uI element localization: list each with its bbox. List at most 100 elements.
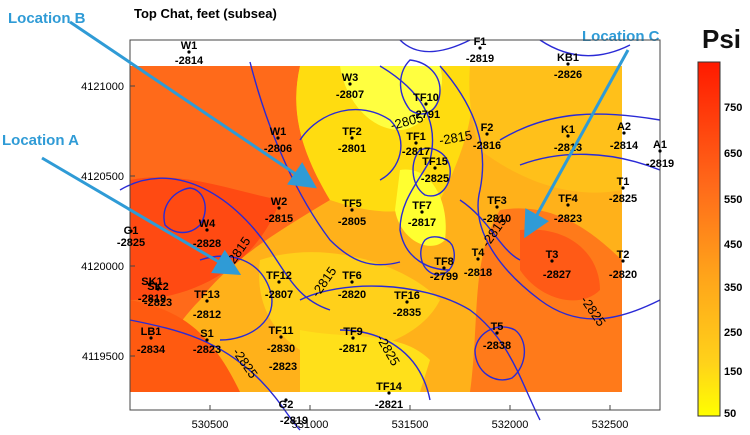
colorbar-tick-label: 450 [724, 239, 743, 251]
colorbar-unit-label: Psi [702, 24, 742, 54]
svg-text:TF16: TF16 [394, 290, 420, 302]
svg-text:TF14: TF14 [376, 381, 403, 393]
y-tick-label: 4121000 [81, 81, 124, 93]
well-marker: TF6 -2820 [338, 270, 366, 301]
well-marker: T5 -2838 [483, 321, 511, 352]
svg-text:-2807: -2807 [336, 89, 364, 101]
svg-text:-2835: -2835 [393, 307, 421, 319]
svg-text:W2: W2 [271, 196, 288, 208]
svg-text:-2817: -2817 [408, 217, 436, 229]
callout-location-c: Location C [582, 28, 660, 45]
svg-text:TF8: TF8 [434, 256, 454, 268]
well-marker: TF11 -2830 [267, 325, 295, 355]
callout-location-a: Location A [2, 132, 79, 149]
svg-text:-2812: -2812 [193, 309, 221, 321]
well-marker: TF5 -2805 [338, 198, 366, 228]
well-marker: W4 -2828 [193, 218, 221, 250]
well-marker: TF16 -2835 [393, 290, 421, 319]
map-title: Top Chat, feet (subsea) [134, 6, 277, 21]
svg-text:TF10: TF10 [413, 92, 439, 104]
svg-text:K1: K1 [561, 124, 575, 136]
well-marker: A1 -2819 [646, 139, 674, 170]
svg-text:TF7: TF7 [412, 200, 432, 212]
well-marker: T2 -2820 [609, 249, 637, 281]
y-tick-labels: 4121000 4120500 4120000 4119500 [81, 81, 124, 363]
well-marker: TF9 -2817 [339, 326, 367, 355]
svg-text:LB1: LB1 [141, 326, 162, 338]
svg-text:G1: G1 [124, 225, 139, 237]
svg-text:-2834: -2834 [137, 344, 166, 356]
svg-text:-2823: -2823 [144, 297, 172, 309]
svg-text:-2815: -2815 [265, 213, 293, 225]
pressure-fill [130, 66, 622, 392]
well-marker: T4 -2818 [464, 247, 492, 279]
svg-text:-2806: -2806 [264, 143, 292, 155]
svg-text:-2817: -2817 [339, 343, 367, 355]
well-marker: W1 -2806 [264, 126, 292, 155]
well-marker: SK2 -2823 [144, 281, 172, 309]
svg-text:W1: W1 [181, 40, 198, 52]
svg-text:TF9: TF9 [343, 326, 363, 338]
svg-text:G2: G2 [279, 399, 294, 411]
svg-text:T3: T3 [546, 249, 559, 261]
svg-text:TF1: TF1 [406, 131, 426, 143]
svg-text:-2817: -2817 [402, 146, 430, 158]
svg-text:-2828: -2828 [193, 238, 221, 250]
svg-text:TF2: TF2 [342, 126, 362, 138]
svg-text:-2801: -2801 [338, 143, 366, 155]
well-marker: TF15 -2825 [421, 156, 449, 185]
well-marker: F2 -2816 [473, 122, 501, 152]
svg-text:T4: T4 [472, 247, 486, 259]
svg-text:-2838: -2838 [483, 340, 511, 352]
x-tick-label: 532500 [592, 419, 629, 431]
svg-text:TF12: TF12 [266, 270, 292, 282]
well-marker: T3 -2827 [543, 249, 571, 281]
well-marker: G2 -2819 [279, 398, 308, 427]
svg-text:-2819: -2819 [466, 53, 494, 65]
svg-text:F1: F1 [474, 36, 487, 48]
well-marker: TF13 -2812 [193, 289, 221, 321]
well-marker: A2 -2814 [610, 121, 639, 152]
well-marker: TF12 -2807 [265, 270, 293, 301]
well-marker: W1 -2814 [175, 40, 204, 67]
well-marker: TF10 -2791 [412, 92, 440, 121]
svg-text:F2: F2 [481, 122, 494, 134]
well-marker: G1-2825 [117, 225, 145, 249]
svg-text:-2814: -2814 [175, 55, 204, 67]
depth-label: -2823 [269, 361, 297, 373]
svg-text:-2814: -2814 [610, 140, 639, 152]
well-marker: W2 -2815 [265, 196, 293, 225]
svg-text:T2: T2 [617, 249, 630, 261]
contour-lines [119, 39, 661, 431]
well-marker: W3 -2807 [336, 72, 364, 101]
colorbar-tick-label: 750 [724, 102, 743, 114]
well-marker: SK1 -2819 [138, 276, 166, 305]
colorbar-tick-label: 150 [724, 366, 743, 378]
x-tick-label: 531000 [292, 419, 329, 431]
svg-text:-2821: -2821 [375, 399, 403, 411]
well-marker: LB1 -2834 [137, 326, 166, 356]
well-labels: W1 -2814 F1 -2819 W3 -2807 KB1 -2826 TF10 -27… [117, 36, 674, 427]
svg-text:W1: W1 [270, 126, 287, 138]
svg-text:-2830: -2830 [267, 343, 295, 355]
callout-location-b: Location B [8, 10, 86, 27]
svg-text:T5: T5 [491, 321, 504, 333]
svg-text:-2823: -2823 [193, 344, 221, 356]
svg-text:W3: W3 [342, 72, 359, 84]
well-marker: TF7 -2817 [408, 200, 436, 229]
svg-text:-2810: -2810 [483, 213, 511, 225]
svg-text:-2818: -2818 [464, 267, 492, 279]
svg-text:-2820: -2820 [609, 269, 637, 281]
svg-text:-2825: -2825 [421, 173, 449, 185]
well-marker: T1 -2825 [609, 176, 637, 205]
arrow-location-b [69, 20, 317, 189]
svg-text:TF6: TF6 [342, 270, 362, 282]
svg-text:-2816: -2816 [473, 140, 501, 152]
svg-text:-2819: -2819 [280, 415, 308, 427]
well-marker: TF4 -2823 [554, 193, 582, 225]
well-marker: TF3 -2810 [483, 195, 511, 225]
well-marker: KB1 -2826 [554, 52, 582, 81]
svg-text:TF13: TF13 [194, 289, 220, 301]
x-tick-label: 532000 [492, 419, 529, 431]
svg-text:A2: A2 [617, 121, 631, 133]
